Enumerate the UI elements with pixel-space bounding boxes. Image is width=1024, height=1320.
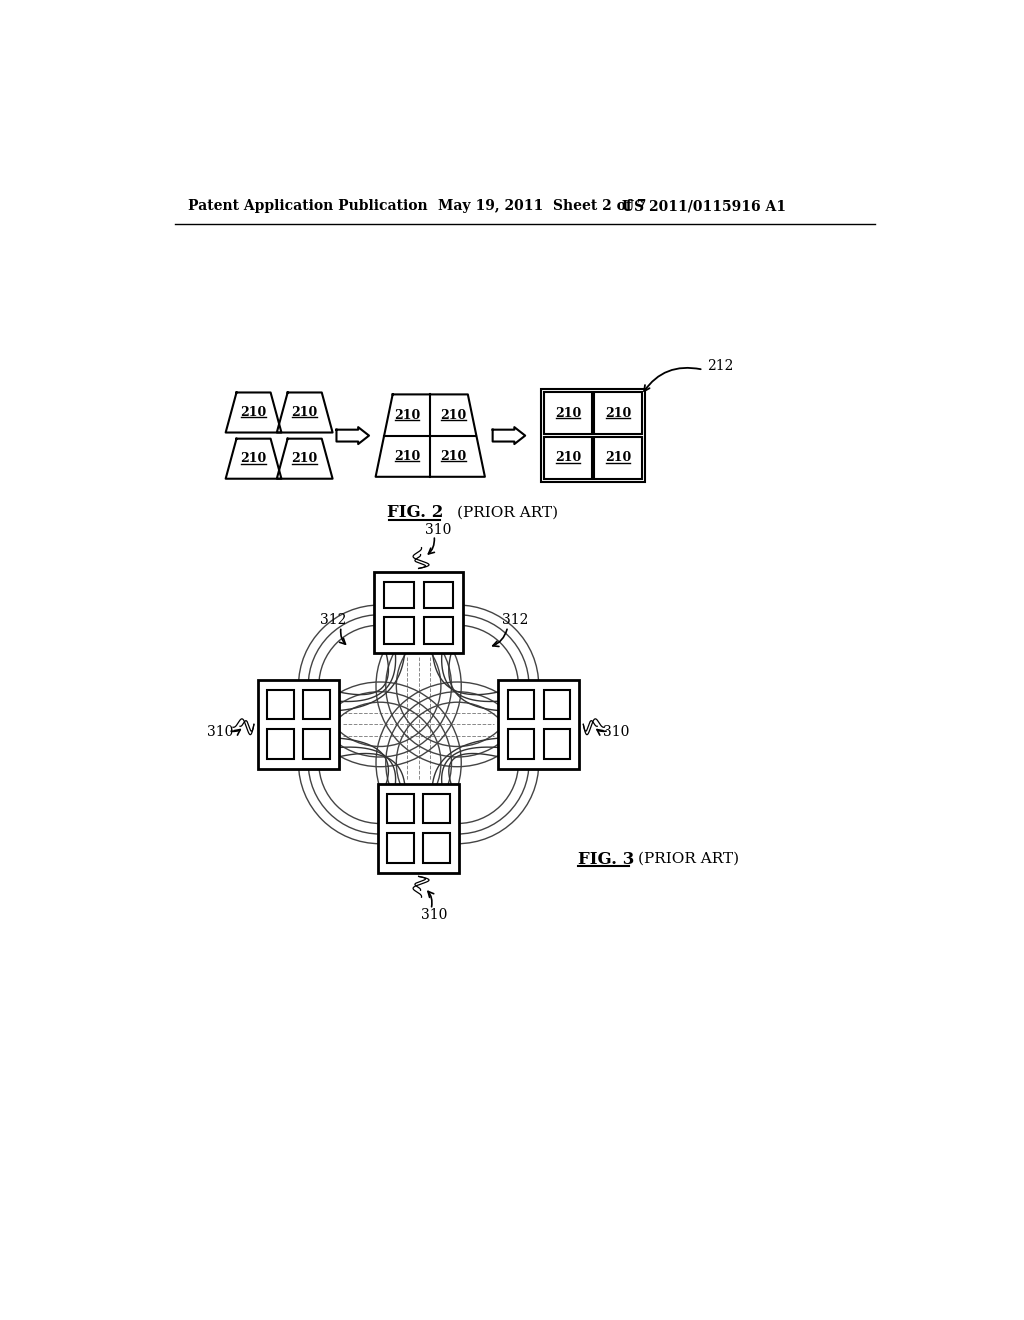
Bar: [423, 795, 450, 824]
Bar: [544, 392, 592, 434]
Text: 310: 310: [425, 523, 452, 537]
Bar: [387, 833, 414, 862]
Bar: [384, 582, 414, 609]
Bar: [594, 392, 642, 434]
Bar: [384, 618, 414, 644]
Bar: [424, 582, 453, 609]
Text: 310: 310: [208, 725, 233, 739]
Bar: [544, 690, 570, 719]
Bar: [508, 730, 534, 759]
Bar: [544, 437, 592, 479]
Bar: [544, 730, 570, 759]
Text: FIG. 2: FIG. 2: [387, 504, 443, 521]
Text: 210: 210: [605, 407, 632, 420]
Text: (PRIOR ART): (PRIOR ART): [638, 853, 739, 866]
Text: 210: 210: [241, 453, 266, 465]
Bar: [303, 730, 330, 759]
Bar: [374, 573, 463, 653]
Bar: [541, 389, 645, 482]
Text: 210: 210: [292, 407, 317, 418]
Text: Patent Application Publication: Patent Application Publication: [188, 199, 428, 213]
Text: FIG. 3: FIG. 3: [578, 850, 634, 867]
Bar: [508, 690, 534, 719]
Bar: [498, 680, 580, 768]
Text: 210: 210: [440, 408, 466, 421]
Text: US 2011/0115916 A1: US 2011/0115916 A1: [623, 199, 786, 213]
Bar: [267, 730, 294, 759]
Bar: [378, 784, 460, 873]
Text: 210: 210: [394, 408, 420, 421]
Text: 312: 312: [321, 614, 346, 627]
Text: 210: 210: [241, 407, 266, 418]
Bar: [424, 618, 453, 644]
Bar: [387, 795, 414, 824]
Bar: [303, 690, 330, 719]
Text: 210: 210: [555, 451, 581, 465]
Text: 210: 210: [292, 453, 317, 465]
Text: 210: 210: [555, 407, 581, 420]
Text: 210: 210: [394, 450, 420, 463]
Text: 212: 212: [708, 359, 733, 374]
Text: May 19, 2011  Sheet 2 of 7: May 19, 2011 Sheet 2 of 7: [438, 199, 646, 213]
Bar: [423, 833, 450, 862]
Text: 210: 210: [605, 451, 632, 465]
Bar: [267, 690, 294, 719]
Text: 310: 310: [603, 725, 630, 739]
Text: 310: 310: [421, 908, 447, 921]
Bar: [594, 437, 642, 479]
Text: (PRIOR ART): (PRIOR ART): [458, 506, 558, 520]
Bar: [258, 680, 339, 768]
Text: 210: 210: [440, 450, 466, 463]
Text: 312: 312: [503, 614, 528, 627]
